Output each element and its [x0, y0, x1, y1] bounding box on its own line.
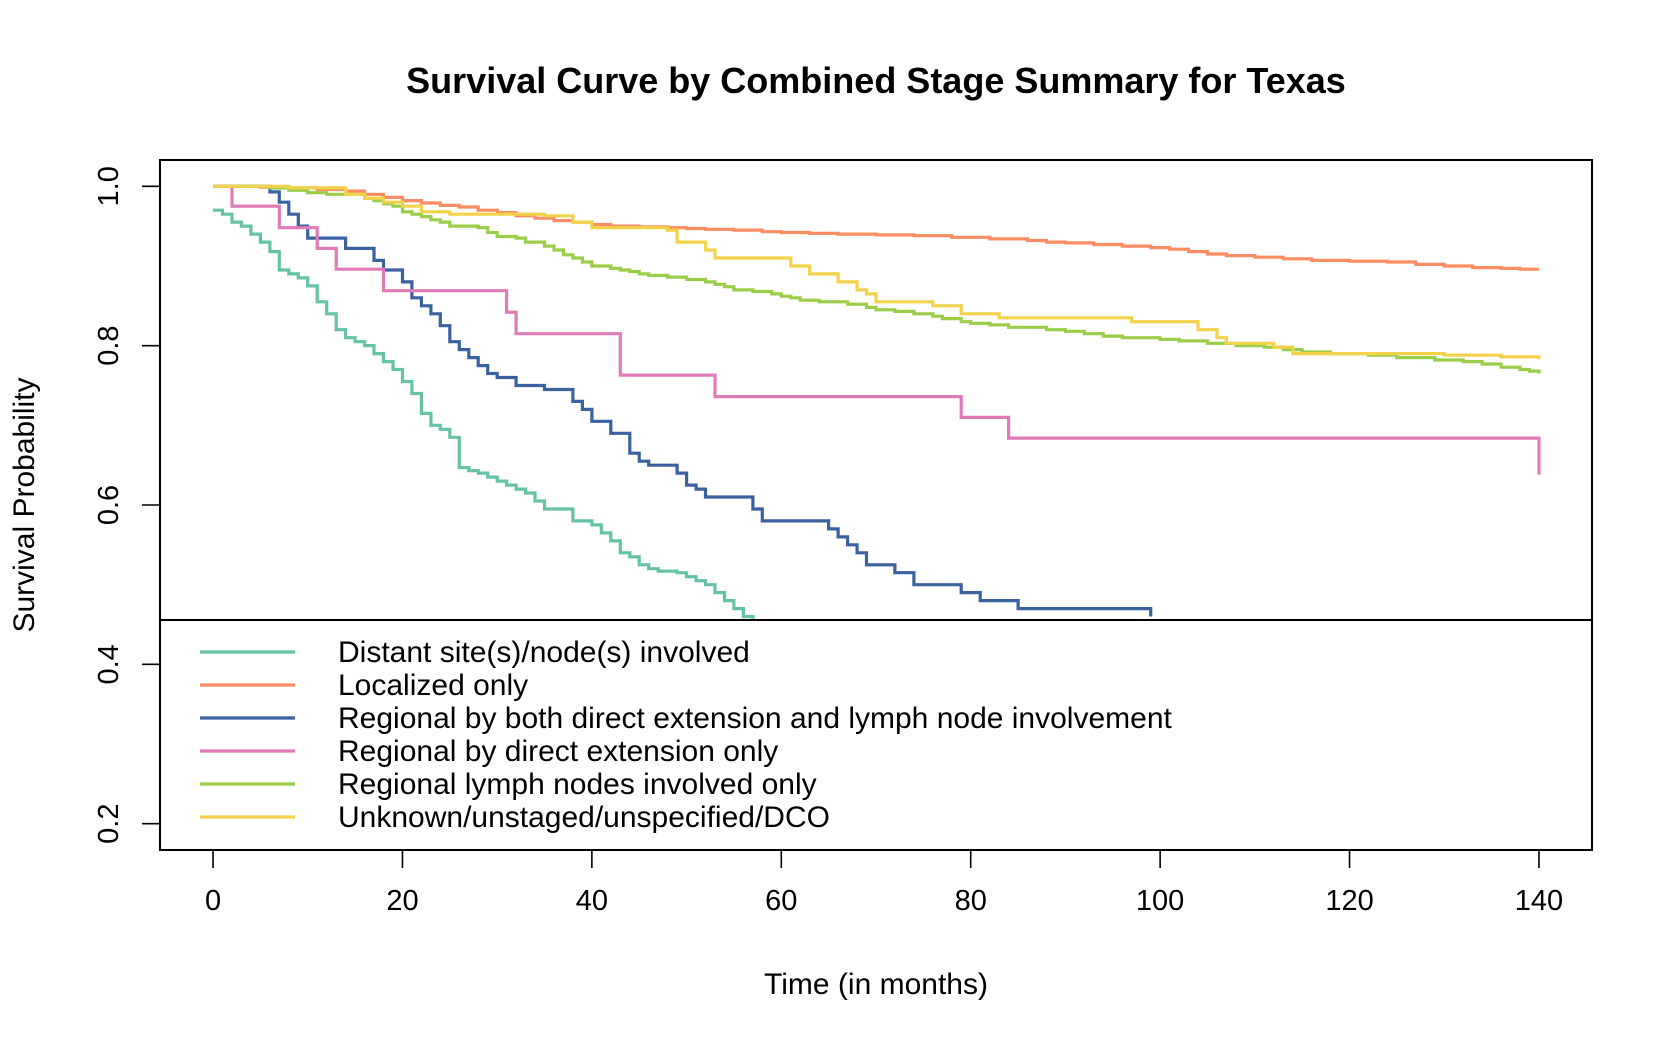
y-tick-label: 0.4	[93, 644, 125, 684]
legend: Distant site(s)/node(s) involvedLocalize…	[159, 619, 1593, 851]
y-tick-label: 0.6	[93, 485, 125, 525]
y-tick-label: 0.2	[93, 804, 125, 844]
x-tick-label: 140	[1515, 885, 1563, 917]
legend-label-2: Localized only	[338, 669, 528, 702]
series-line-1	[213, 208, 755, 621]
legend-label-6: Unknown/unstaged/unspecified/DCO	[338, 801, 830, 834]
x-axis-label: Time (in months)	[764, 968, 988, 1001]
x-tick-label: 0	[205, 885, 221, 917]
x-tick-label: 100	[1136, 885, 1184, 917]
y-tick-label: 1.0	[93, 166, 125, 206]
x-tick-label: 60	[765, 885, 797, 917]
series-line-2	[213, 184, 1539, 271]
y-tick-label: 0.8	[93, 325, 125, 365]
y-axis: 0.2 0.4 0.6 0.8 1.0	[93, 166, 161, 844]
legend-label-5: Regional lymph nodes involved only	[338, 768, 817, 801]
x-tick-label: 120	[1325, 885, 1373, 917]
legend-items: Distant site(s)/node(s) involvedLocalize…	[200, 636, 1173, 834]
y-axis-label: Survival Probability	[8, 377, 41, 632]
legend-label-1: Distant site(s)/node(s) involved	[338, 636, 750, 669]
series-line-5	[213, 184, 1541, 374]
series-line-4	[213, 184, 1541, 475]
series-line-3	[213, 184, 1153, 617]
x-tick-label: 40	[576, 885, 608, 917]
legend-label-3: Regional by both direct extension and ly…	[338, 702, 1173, 735]
x-tick-label: 80	[955, 885, 987, 917]
x-axis: 0 20 40 60 80 100 120 140	[205, 849, 1563, 917]
series-line-6	[213, 184, 1541, 360]
chart-title: Survival Curve by Combined Stage Summary…	[406, 60, 1346, 101]
series-layer	[213, 184, 1541, 621]
legend-label-4: Regional by direct extension only	[338, 735, 778, 768]
x-tick-label: 20	[386, 885, 418, 917]
